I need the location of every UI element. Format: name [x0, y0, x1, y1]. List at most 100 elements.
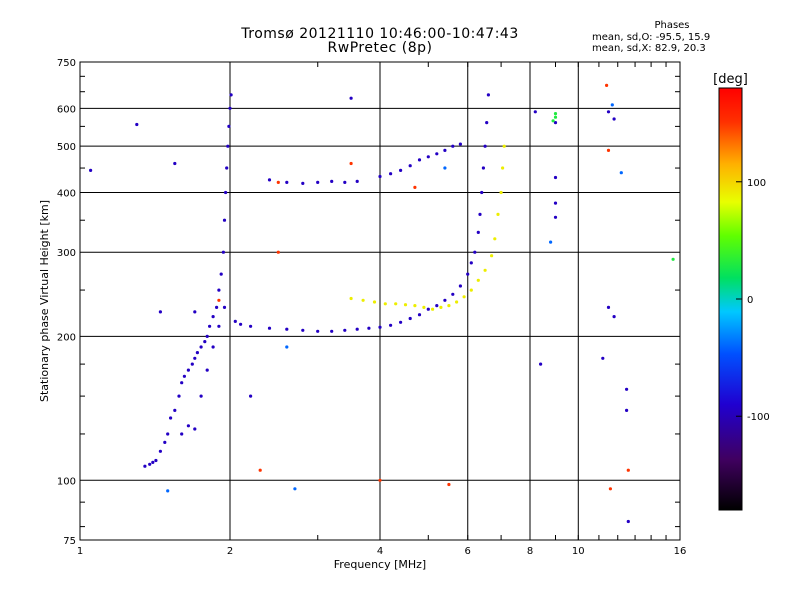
- data-point: [285, 327, 289, 331]
- x-tick-label: 2: [227, 546, 233, 557]
- data-point: [490, 254, 494, 258]
- data-point: [301, 328, 305, 332]
- data-point: [148, 462, 152, 466]
- data-point: [553, 121, 558, 125]
- data-point: [349, 161, 353, 166]
- data-point: [408, 164, 412, 168]
- data-point: [478, 212, 482, 216]
- data-point: [626, 468, 630, 472]
- data-point: [417, 158, 422, 162]
- data-point: [431, 307, 435, 311]
- data-point: [553, 201, 558, 205]
- data-point: [551, 119, 555, 123]
- data-point: [217, 288, 221, 292]
- data-point: [383, 302, 387, 306]
- data-point: [476, 230, 480, 234]
- data-point: [182, 374, 186, 378]
- data-point: [481, 166, 485, 170]
- data-point: [533, 110, 537, 114]
- data-point: [389, 323, 393, 327]
- y-tick-label: 100: [57, 476, 76, 487]
- phase-stats-heading: Phases: [654, 20, 690, 31]
- data-point: [285, 345, 289, 349]
- data-point: [224, 190, 228, 195]
- data-point: [349, 296, 353, 301]
- data-point: [228, 106, 232, 110]
- data-point: [553, 215, 558, 219]
- data-point: [399, 168, 403, 172]
- data-point: [190, 362, 194, 366]
- data-point: [276, 180, 280, 184]
- data-point: [486, 93, 490, 97]
- data-point: [249, 324, 253, 328]
- data-point: [233, 319, 237, 323]
- data-point: [217, 298, 221, 302]
- data-point: [330, 179, 334, 183]
- data-point: [193, 310, 197, 314]
- data-point: [225, 166, 229, 170]
- data-point: [399, 320, 403, 324]
- data-point: [221, 250, 225, 254]
- data-point: [606, 305, 611, 309]
- data-point: [285, 180, 289, 184]
- data-point: [330, 329, 334, 333]
- data-point: [493, 237, 497, 241]
- data-point: [211, 315, 215, 319]
- data-point: [626, 519, 630, 524]
- y-axis-ticks: 75 100 200 300 400 500 600 750: [57, 58, 680, 547]
- data-point: [469, 288, 473, 292]
- y-tick-label: 500: [57, 142, 76, 153]
- data-point: [408, 316, 412, 321]
- data-point: [173, 408, 177, 412]
- data-point: [267, 178, 272, 182]
- data-point: [166, 432, 170, 436]
- data-point: [239, 322, 243, 326]
- data-point: [501, 166, 505, 170]
- data-point: [217, 324, 221, 328]
- data-point: [413, 185, 417, 189]
- data-point: [605, 83, 609, 87]
- data-point: [426, 155, 430, 159]
- data-point: [612, 315, 616, 319]
- data-point: [343, 180, 347, 184]
- data-point: [553, 175, 558, 180]
- data-point: [193, 356, 197, 360]
- data-point: [553, 115, 558, 119]
- data-point: [205, 368, 209, 372]
- data-point: [316, 329, 320, 333]
- x-axis-ticks: 1 2 4 6 8 10 16: [77, 62, 686, 557]
- chart-subtitle: RwPretec (8p): [327, 40, 433, 56]
- data-point: [186, 424, 190, 428]
- colorbar-tick-label: -100: [747, 412, 770, 423]
- x-axis-label: Frequency [MHz]: [334, 558, 426, 571]
- data-point: [226, 144, 230, 148]
- x-tick-label: 8: [527, 546, 533, 557]
- data-point: [249, 394, 253, 398]
- colorbar-tick-label: 0: [747, 295, 753, 306]
- data-point: [458, 284, 462, 288]
- data-point: [378, 478, 382, 482]
- data-point: [451, 292, 455, 296]
- data-point: [422, 305, 426, 309]
- data-point: [158, 310, 162, 314]
- data-point: [199, 394, 203, 398]
- data-points: [89, 83, 675, 524]
- data-point: [378, 174, 382, 179]
- data-point: [229, 93, 233, 97]
- data-point: [166, 489, 170, 493]
- data-point: [343, 328, 347, 332]
- data-point: [443, 166, 447, 170]
- phase-statistics: Phases mean, sd,O: -95.5, 15.9 mean, sd,…: [592, 20, 712, 55]
- data-point: [610, 103, 614, 107]
- data-point: [606, 148, 611, 152]
- data-point: [601, 356, 605, 360]
- data-point: [455, 300, 459, 304]
- data-point: [316, 180, 320, 184]
- data-point: [258, 468, 262, 472]
- data-point: [403, 303, 408, 307]
- colorbar-tick-label: 100: [747, 178, 766, 189]
- data-point: [485, 121, 489, 125]
- data-point: [177, 394, 181, 398]
- data-point: [443, 148, 447, 152]
- x-tick-label: 1: [77, 546, 83, 557]
